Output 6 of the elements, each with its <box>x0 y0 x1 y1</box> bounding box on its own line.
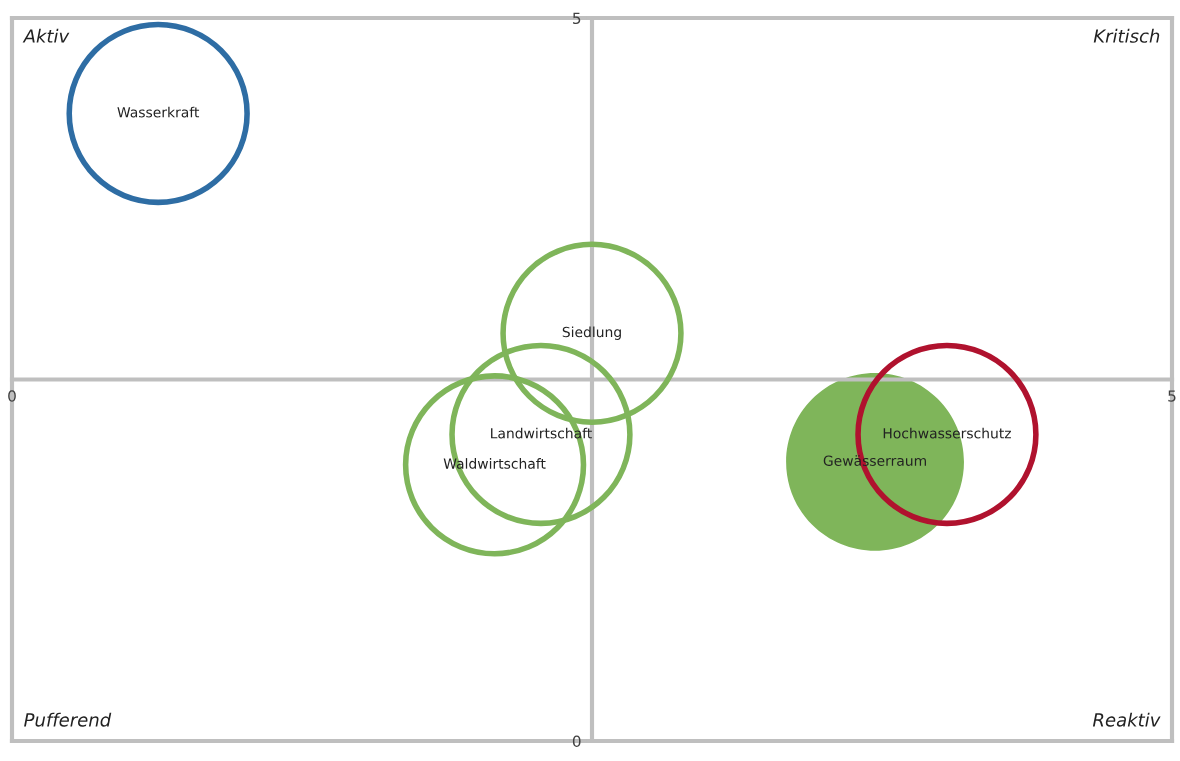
annotation: Aktiv <box>22 28 70 43</box>
annotation: Reaktiv <box>1092 712 1161 727</box>
text: Wasserkraft <box>117 106 200 118</box>
text: Siedlung <box>562 326 621 340</box>
annotation: Pufferend <box>24 712 112 727</box>
annotation: Kritisch <box>1093 28 1160 43</box>
